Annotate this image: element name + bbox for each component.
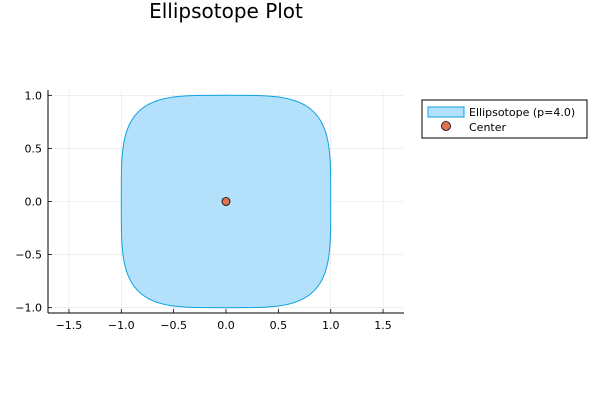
y-tick-label: 0.0 — [25, 196, 43, 209]
legend-label-point: Center — [469, 121, 507, 134]
x-tick-label: 0.5 — [270, 319, 288, 332]
y-tick-label: −0.5 — [15, 249, 42, 262]
y-tick-label: −1.0 — [15, 302, 42, 315]
legend-box — [421, 99, 588, 139]
x-tick-label: 1.0 — [322, 319, 340, 332]
x-tick-label: 0.0 — [217, 319, 235, 332]
legend-swatch-point — [441, 121, 451, 131]
legend-swatch-area — [427, 106, 465, 118]
legend-label-area: Ellipsotope (p=4.0) — [469, 106, 575, 119]
x-tick-label: −1.5 — [56, 319, 83, 332]
tick-labels: −1.5 −1.0 −0.5 0.0 0.5 1.0 1.5 −1.0 −0.5 0.0 0.5 1.… — [15, 89, 392, 332]
x-tick-label: −0.5 — [160, 319, 187, 332]
plot-area — [120, 94, 332, 309]
y-tick-label: 0.5 — [25, 142, 43, 155]
center-point — [221, 197, 231, 206]
legend: Ellipsotope (p=4.0) Center — [421, 99, 588, 139]
x-tick-label: 1.5 — [374, 319, 392, 332]
x-tick-label: −1.0 — [108, 319, 135, 332]
chart-title: Ellipsotope Plot — [149, 0, 303, 23]
y-tick-label: 1.0 — [25, 89, 43, 102]
